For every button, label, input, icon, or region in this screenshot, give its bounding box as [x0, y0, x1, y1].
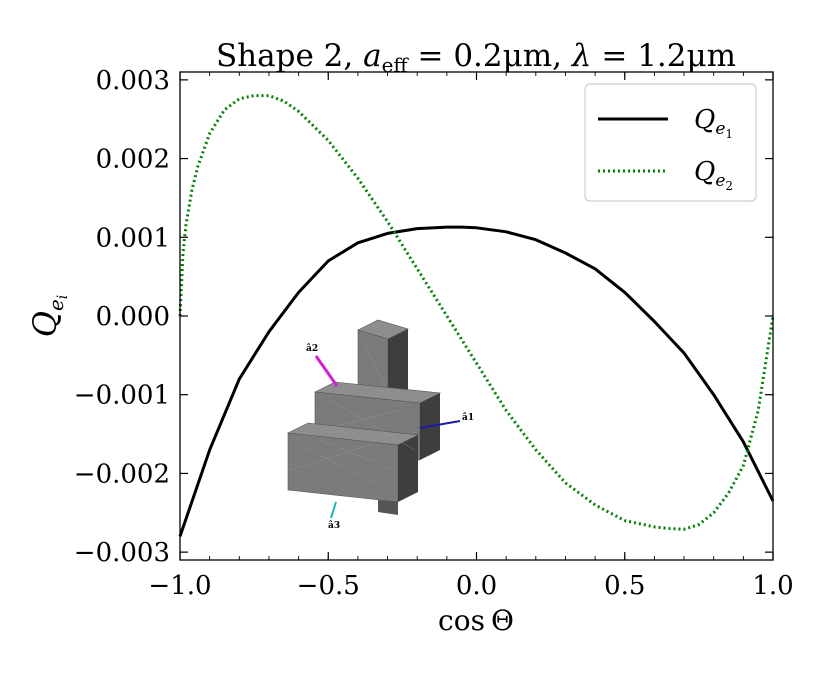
particle-shape-inset: â2 â1 â3	[286, 319, 474, 531]
inset-a2-vector	[314, 355, 339, 387]
legend-label-qe1: Qe1	[694, 105, 733, 141]
x-tick-label: 0.0	[456, 571, 497, 601]
inset-a1-vector	[419, 420, 461, 429]
chart-title: Shape 2, aeff = 0.2μm, λ = 1.2μm	[216, 38, 736, 77]
x-tick-label: −0.5	[297, 571, 360, 601]
inset-bottom-block-front	[287, 432, 399, 503]
x-tick-label: −1.0	[148, 571, 211, 601]
y-axis-label-subsub: i	[55, 295, 71, 299]
legend-label-qe2: Qe2	[694, 157, 733, 193]
title-lambda-symbol: λ	[570, 38, 592, 74]
title-a-subscript: eff	[382, 53, 410, 77]
legend-qe2-base: Q	[694, 157, 715, 187]
y-axis-label-base: Q	[26, 311, 64, 337]
x-tick-label: 0.5	[604, 571, 645, 601]
series-layer	[178, 94, 775, 537]
inset-top-block-side	[388, 329, 408, 395]
y-tick-label: 0.001	[96, 223, 170, 253]
y-tick-label: −0.001	[74, 381, 170, 411]
title-prefix: Shape 2,	[216, 38, 363, 74]
series-line-2	[178, 94, 775, 531]
y-tick-label: 0.000	[96, 302, 170, 332]
legend-qe1-base: Q	[694, 105, 715, 135]
inset-bottom-block-foot	[378, 500, 398, 515]
y-tick-label: −0.003	[74, 538, 170, 568]
y-axis-ticks: 0.003 0.002 0.001 0.000 −0.001 −0.002 −0.003	[74, 66, 773, 568]
title-a-symbol: a	[363, 38, 381, 74]
inset-bottom-block-side	[398, 435, 418, 502]
x-axis-label-symbol: Θ	[491, 604, 514, 637]
series-line-1	[178, 225, 775, 537]
x-axis-label: cos Θ	[438, 604, 514, 637]
legend-qe2-sub: e	[715, 171, 725, 191]
y-axis-label-sub: e	[44, 299, 68, 311]
legend: Qe1 Qe2	[584, 83, 757, 202]
inset-a2-label: â2	[306, 343, 318, 354]
legend-qe1-sub: e	[715, 119, 725, 139]
x-tick-label: 1.0	[752, 571, 793, 601]
legend-qe1-subsub: 1	[725, 127, 733, 141]
inset-a1-label: â1	[462, 412, 474, 423]
inset-a3-label: â3	[328, 520, 340, 531]
x-axis-label-func: cos	[438, 604, 485, 637]
legend-qe2-subsub: 2	[725, 179, 733, 193]
y-axis-label: Qei	[26, 295, 71, 338]
legend-box	[584, 83, 757, 202]
x-axis-ticks: −1.0 −0.5 0.0 0.5 1.0	[148, 72, 794, 601]
title-a-value: = 0.2μm,	[408, 38, 572, 74]
y-tick-label: 0.003	[96, 66, 170, 96]
inset-a3-vector	[330, 501, 337, 519]
inset-mesh	[289, 344, 416, 491]
y-tick-label: 0.002	[96, 145, 170, 175]
title-lambda-value: = 1.2μm	[592, 38, 737, 74]
y-tick-label: −0.002	[74, 459, 170, 489]
